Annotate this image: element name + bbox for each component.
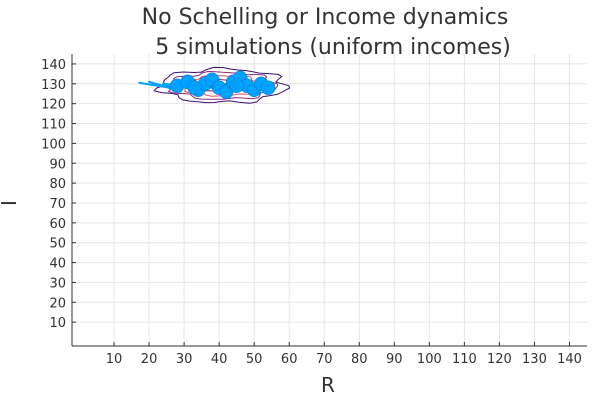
y-tick-label-7: 80 bbox=[49, 177, 66, 192]
x-tick-label-7: 80 bbox=[351, 352, 368, 367]
chart-title-line-2: 5 simulations (uniform incomes) bbox=[155, 35, 511, 60]
x-tick-label-10: 110 bbox=[452, 352, 477, 367]
x-tick-label-2: 30 bbox=[176, 352, 193, 367]
data-point-12 bbox=[260, 80, 276, 96]
x-tick-label-1: 20 bbox=[141, 352, 158, 367]
axes bbox=[71, 54, 587, 347]
x-tick-label-11: 120 bbox=[487, 352, 512, 367]
data-point-14 bbox=[229, 78, 244, 94]
y-tick-label-9: 100 bbox=[41, 137, 66, 152]
y-tick-label-6: 70 bbox=[49, 197, 66, 212]
marker-series bbox=[169, 70, 276, 99]
y-tick-label-5: 60 bbox=[49, 217, 66, 232]
y-axis-label: I bbox=[0, 200, 21, 206]
x-axis-label: R bbox=[321, 373, 335, 397]
y-tick-label-0: 10 bbox=[49, 316, 66, 331]
x-tick-label-12: 130 bbox=[522, 352, 547, 367]
x-tick-label-9: 100 bbox=[417, 352, 442, 367]
y-tick-label-4: 50 bbox=[49, 237, 66, 252]
y-tick-label-12: 130 bbox=[41, 78, 66, 93]
y-tick-label-2: 30 bbox=[49, 276, 66, 291]
grid bbox=[72, 54, 587, 346]
x-tick-label-3: 40 bbox=[211, 352, 228, 367]
chart-title-line-1: No Schelling or Income dynamics bbox=[142, 5, 509, 30]
x-tick-label-13: 140 bbox=[557, 352, 582, 367]
y-tick-label-10: 110 bbox=[41, 118, 66, 133]
x-tick-label-8: 90 bbox=[386, 352, 403, 367]
y-tick-label-3: 40 bbox=[49, 257, 66, 272]
y-tick-label-11: 120 bbox=[41, 98, 66, 113]
y-tick-labels: 10 20 30 40 50 60 70 80 90 100 110 120 130 140 bbox=[41, 58, 66, 331]
x-tick-labels: 10 20 30 40 50 60 70 80 90 100 110 120 130 140 bbox=[106, 352, 582, 367]
y-tick-label-13: 140 bbox=[41, 58, 66, 73]
y-tick-label-8: 90 bbox=[49, 157, 66, 172]
x-tick-label-5: 60 bbox=[281, 352, 298, 367]
x-tick-label-0: 10 bbox=[106, 352, 123, 367]
data-point-13 bbox=[187, 80, 202, 96]
y-tick-label-1: 20 bbox=[49, 296, 66, 311]
x-tick-label-6: 70 bbox=[316, 352, 333, 367]
x-tick-label-4: 50 bbox=[246, 352, 263, 367]
